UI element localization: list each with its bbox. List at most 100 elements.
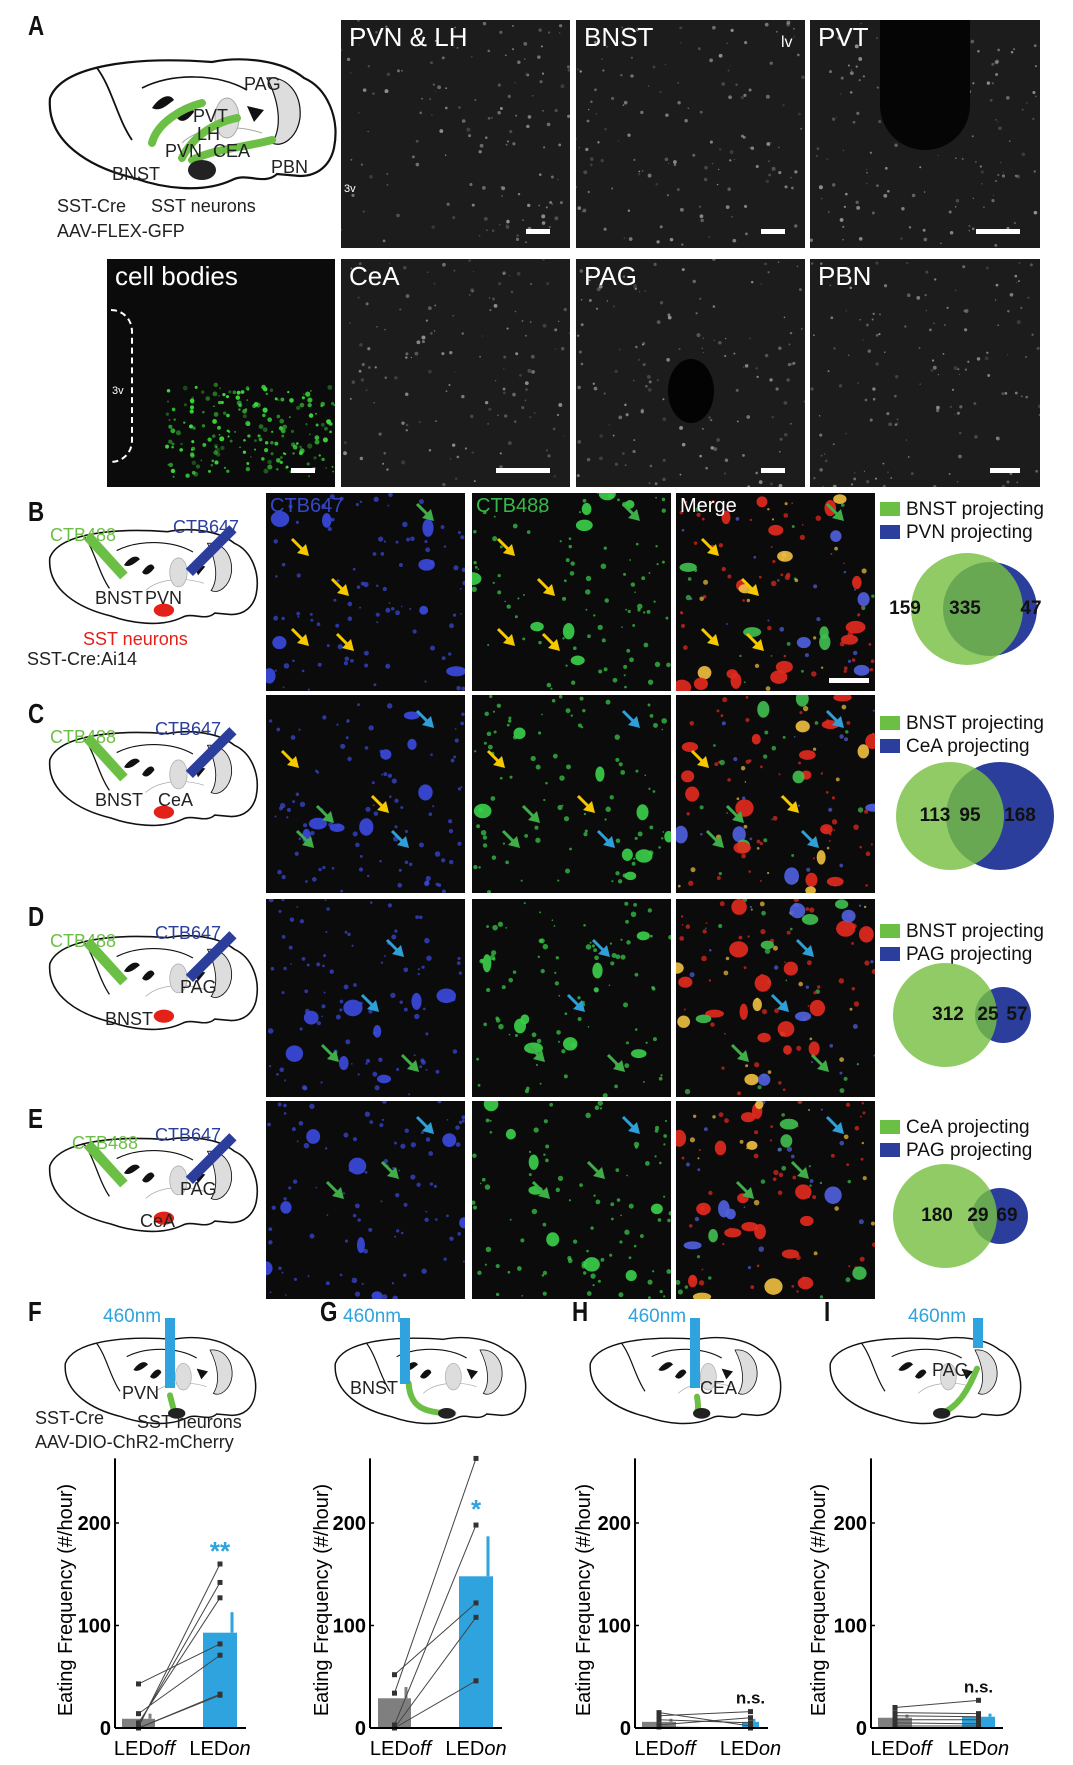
image-ctb647	[266, 695, 465, 893]
arrow-icon	[621, 709, 640, 728]
arrow-icon	[415, 709, 434, 728]
image-cea: CeA	[341, 259, 570, 487]
microscopy-texture	[576, 20, 805, 248]
diagram-label-bnst: BNST	[112, 164, 161, 184]
legend-label: BNST projecting	[906, 921, 1044, 942]
microscopy-texture	[472, 493, 671, 690]
image-label: PVT	[818, 22, 869, 52]
target-region-label: BNST	[350, 1378, 399, 1398]
image-ctb488	[472, 695, 671, 893]
panel-letter-c: C	[28, 698, 45, 729]
tracer-label-green: CTB488	[72, 1133, 139, 1153]
light-wavelength-label: 460nm	[343, 1306, 402, 1327]
ventricle-label: lv	[781, 34, 793, 51]
image-pag: PAG	[576, 259, 805, 487]
target-region-label: CEA	[700, 1378, 738, 1398]
arrow-icon	[576, 794, 595, 813]
arrow-icon	[360, 993, 379, 1012]
diagram-label-pbn: PBN	[271, 157, 309, 177]
arrow-icon	[735, 1180, 754, 1199]
panel-letter-h: H	[572, 1296, 589, 1327]
legend-swatch	[880, 924, 900, 938]
optic-fiber	[973, 1318, 983, 1348]
arrow-icon	[415, 502, 434, 521]
legend-item: PAG projecting	[880, 1140, 1032, 1162]
legend-item: CeA projecting	[880, 736, 1030, 758]
diagram-label-virus: AAV-FLEX-GFP	[57, 221, 185, 241]
arrow-icon	[606, 1053, 625, 1072]
scale-bar	[291, 468, 315, 473]
venn-count-green-only: 180	[921, 1205, 953, 1226]
arrow-icon	[825, 709, 844, 728]
venn-count-overlap: 335	[949, 598, 981, 619]
optic-fiber	[690, 1318, 700, 1388]
scale-bar	[761, 468, 785, 473]
aqueduct	[668, 359, 714, 423]
light-wavelength-label: 460nm	[908, 1306, 967, 1327]
arrow-icon	[705, 829, 724, 848]
venn-count-green-only: 159	[889, 598, 921, 619]
arrow-icon	[770, 993, 789, 1012]
arrow-icon	[496, 627, 515, 646]
venn-circle-green	[893, 963, 997, 1067]
sst-neurons-label: SST neurons	[137, 1412, 242, 1432]
legend-label: BNST projecting	[906, 713, 1044, 734]
legend-swatch	[880, 502, 900, 516]
image-label: cell bodies	[115, 261, 238, 291]
image-ctb488: CTB488	[472, 493, 671, 691]
microscopy-texture	[676, 695, 875, 893]
region-label: CeA	[158, 790, 194, 810]
brain-diagram-d	[49, 931, 258, 1031]
image-pbn: PBN	[810, 259, 1040, 487]
image-merge: Merge	[676, 493, 875, 691]
arrow-icon	[586, 1160, 605, 1179]
panel-letter-b: B	[28, 496, 45, 527]
tracer-label-blue: CTB647	[155, 719, 222, 739]
optic-fiber	[165, 1318, 175, 1388]
tracer-label-green: CTB488	[50, 525, 117, 545]
brain-diagram-c	[49, 727, 258, 827]
arrow-icon	[621, 1115, 640, 1134]
arrow-icon	[325, 1180, 344, 1199]
microscopy-texture	[266, 1101, 465, 1299]
image-merge	[676, 1101, 875, 1299]
tracer-label-blue: CTB647	[155, 1125, 222, 1145]
microscopy-texture	[473, 695, 671, 893]
venn-count-overlap: 25	[977, 1004, 999, 1025]
scale-bar	[526, 229, 550, 234]
arrow-icon	[526, 1043, 545, 1062]
venn-circle-green	[911, 553, 1023, 665]
legend-label: CeA projecting	[906, 736, 1030, 757]
image-label: PBN	[818, 261, 872, 291]
image-label: BNST	[584, 22, 654, 52]
brain-diagram-h	[589, 1336, 782, 1425]
brain-diagram-g	[334, 1336, 527, 1425]
tracer-label-green: CTB488	[50, 727, 117, 747]
legend-item: BNST projecting	[880, 921, 1044, 943]
diagram-label-pag: PAG	[244, 74, 281, 94]
arrow-icon	[800, 829, 819, 848]
legend-item: PVN projecting	[880, 522, 1033, 544]
legend-item: CeA projecting	[880, 1117, 1030, 1139]
ventricle-label: 3v	[344, 183, 356, 195]
region-label: BNST	[95, 790, 144, 810]
image-ctb647: CTB647	[266, 493, 465, 691]
arrow-icon	[290, 537, 309, 556]
brain-diagram-i	[829, 1336, 1022, 1425]
arrow-icon	[315, 804, 334, 823]
channel-label: Merge	[680, 495, 737, 517]
legend-label: PAG projecting	[906, 944, 1033, 965]
microscopy-texture	[341, 20, 570, 248]
arrow-icon	[730, 1043, 749, 1062]
panel-letter-i: I	[824, 1296, 831, 1327]
arrow-icon	[400, 1053, 419, 1072]
diagram-label-pvt: PVT	[193, 106, 229, 126]
arrow-icon	[825, 1115, 844, 1134]
scale-bar	[829, 678, 869, 683]
light-wavelength-label: 460nm	[628, 1306, 687, 1327]
arrow-icon	[566, 993, 585, 1012]
tracer-label-blue: CTB647	[173, 517, 240, 537]
scale-bar	[761, 229, 785, 234]
